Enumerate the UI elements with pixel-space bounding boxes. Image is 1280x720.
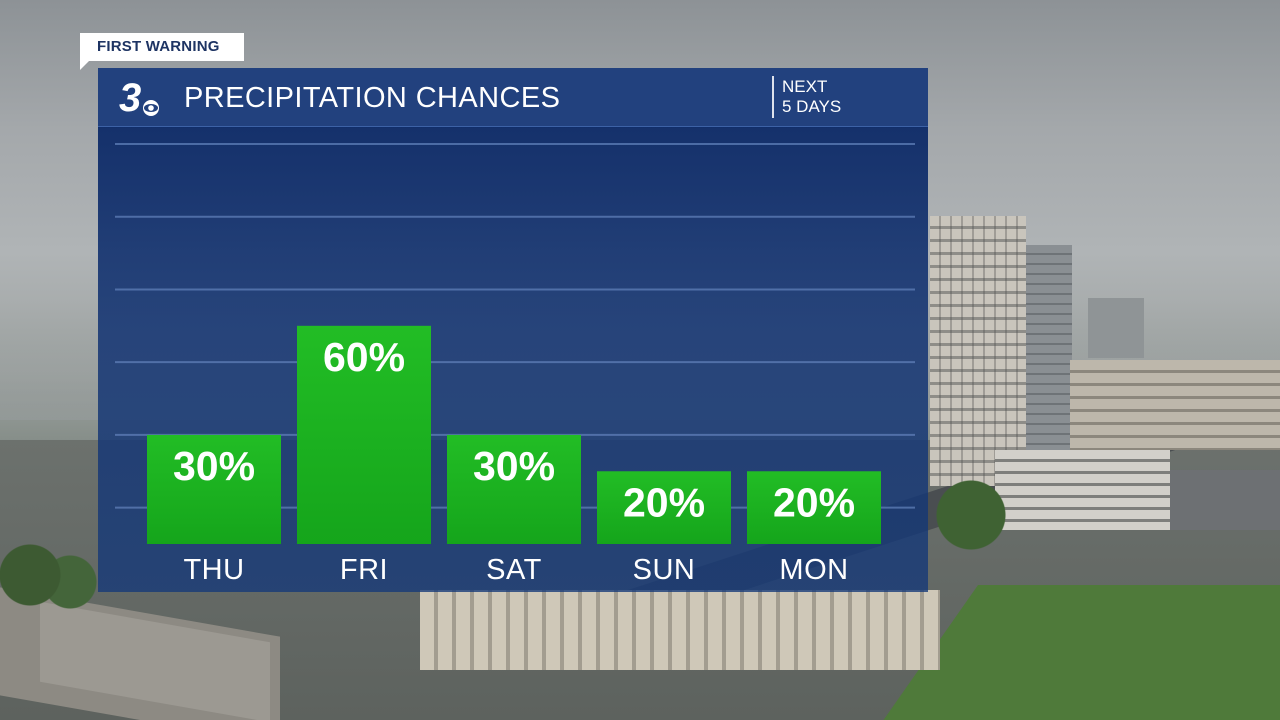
midrise-building <box>1070 360 1280 450</box>
chart-panel: 30% THU 60% FRI 30% SAT 20% SUN 20% MON <box>98 127 928 592</box>
office-tower <box>930 216 1026 486</box>
category-label-mon: MON <box>779 554 848 586</box>
distant-building <box>1088 298 1144 358</box>
category-label-sun: SUN <box>633 554 696 586</box>
title-bar: 3 PRECIPITATION CHANCES NEXT 5 DAYS <box>98 68 928 128</box>
bar-fri <box>297 325 431 544</box>
tree-cluster <box>935 480 1025 550</box>
precipitation-bar-chart: 30% THU 60% FRI 30% SAT 20% SUN 20% MON <box>115 143 915 586</box>
category-label-thu: THU <box>183 554 244 586</box>
chart-title: PRECIPITATION CHANCES <box>184 82 561 114</box>
bar-sun <box>597 471 731 544</box>
data-label-mon: 20% <box>773 479 855 525</box>
bar-thu <box>147 434 281 544</box>
stone-building <box>420 590 940 670</box>
glass-tower <box>1022 245 1072 455</box>
tree-cluster-left <box>0 540 100 610</box>
bar-mon <box>747 471 881 544</box>
data-label-thu: 30% <box>173 443 255 489</box>
svg-text:3: 3 <box>119 76 141 119</box>
timeframe-label-line2: 5 DAYS <box>782 97 842 116</box>
data-label-sun: 20% <box>623 479 705 525</box>
category-label-sat: SAT <box>486 554 542 586</box>
timeframe-label-line1: NEXT <box>782 77 828 96</box>
low-building <box>1170 470 1280 530</box>
data-label-fri: 60% <box>323 334 405 380</box>
data-label-sat: 30% <box>473 443 555 489</box>
station-logo-icon: 3 <box>119 76 159 119</box>
title-divider <box>772 76 774 118</box>
first-warning-tag: FIRST WARNING <box>80 33 244 70</box>
category-label-fri: FRI <box>340 554 388 586</box>
bar-sat <box>447 434 581 544</box>
